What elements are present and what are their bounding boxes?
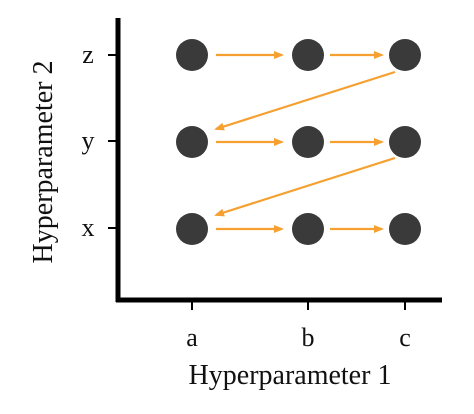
y-axis-label: Hyperparameter 2 [28,61,59,264]
x-tick-label: c [399,323,411,352]
grid-point [389,126,421,158]
grid-point [292,126,324,158]
grid-point [389,39,421,71]
grid-point [292,39,324,71]
y-tick-label: x [82,213,95,242]
grid-point [389,213,421,245]
y-tick-label: z [82,40,94,69]
grid-point [176,126,208,158]
x-axis-label: Hyperparameter 1 [189,360,392,391]
arrow [214,70,396,131]
arrow [214,156,396,217]
grid-point [176,39,208,71]
y-tick-label: y [82,126,95,155]
x-tick-label: b [302,323,315,352]
grid-point [292,213,324,245]
x-tick-label: a [186,323,198,352]
grid-point [176,213,208,245]
grid-points [176,39,421,245]
